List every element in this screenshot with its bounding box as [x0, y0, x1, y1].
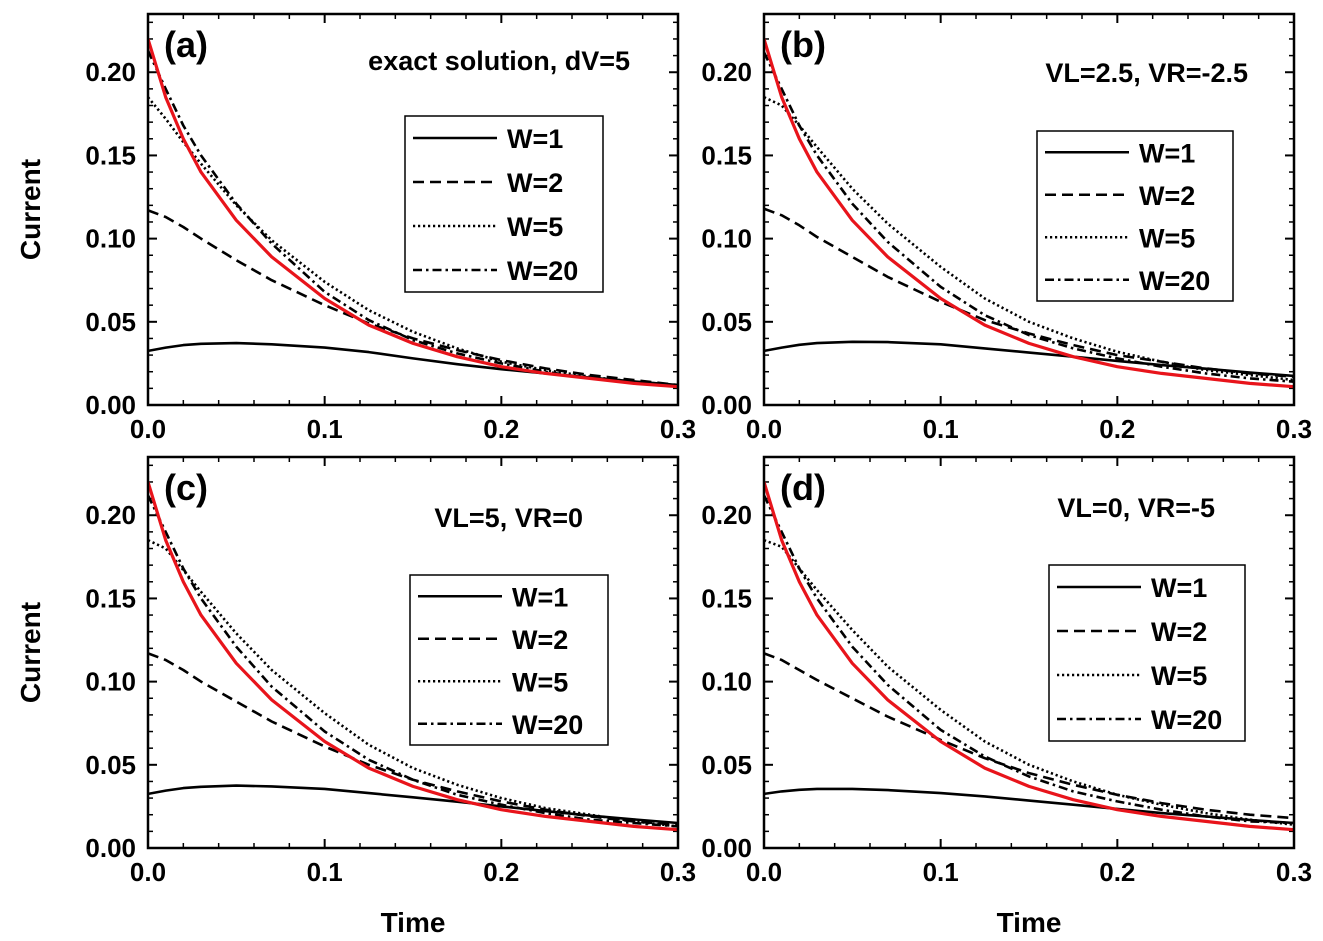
legend: W=1 W=2 W=5 W=20 — [409, 574, 609, 746]
panel-label: (a) — [164, 24, 208, 65]
series-line-w1 — [764, 340, 1294, 378]
x-tick-label: 0.3 — [1276, 414, 1312, 444]
series-line-w2 — [764, 207, 1294, 378]
series-line-w5 — [764, 538, 1294, 826]
x-tick-label: 0.3 — [660, 414, 696, 444]
x-tick-label: 0.0 — [746, 414, 782, 444]
legend-label: W=1 — [512, 582, 568, 612]
panel-annotation: VL=0, VR=-5 — [1057, 493, 1215, 523]
x-tick-label: 0.0 — [130, 414, 166, 444]
y-tick-label: 0.00 — [85, 390, 136, 420]
y-axis-label: Current — [15, 159, 46, 260]
legend-label: W=20 — [1151, 705, 1222, 735]
chart-panel-b: 0.0 0.1 0.2 0.30.000.050.100.150.20W=1W=2W=… — [701, 12, 1312, 444]
series-line-exact — [148, 38, 678, 389]
x-tick-label: 0.0 — [130, 857, 166, 887]
legend-label: W=5 — [512, 667, 568, 697]
legend-box — [1048, 564, 1246, 742]
y-tick-label: 0.20 — [85, 57, 136, 87]
legend-label: W=20 — [507, 256, 578, 286]
x-tick-label: 0.1 — [923, 857, 959, 887]
x-tick-label: 0.2 — [1099, 857, 1135, 887]
legend-label: W=5 — [1151, 661, 1207, 691]
x-tick-label: 0.3 — [1276, 857, 1312, 887]
panel-annotation: VL=5, VR=0 — [434, 503, 583, 533]
y-tick-label: 0.05 — [85, 750, 136, 780]
y-tick-label: 0.20 — [85, 500, 136, 530]
x-axis-label: Time — [381, 907, 446, 938]
y-tick-label: 0.10 — [85, 224, 136, 254]
legend-label: W=20 — [1139, 266, 1210, 296]
legend: W=1 W=2 W=5 W=20 — [1036, 130, 1234, 302]
y-tick-label: 0.10 — [701, 667, 752, 697]
x-tick-label: 0.2 — [483, 414, 519, 444]
chart-panel-a: 0.0 0.1 0.2 0.30.000.050.100.150.20W=1W=2W=… — [15, 12, 696, 444]
plot-frame — [146, 455, 680, 850]
panel-annotation: VL=2.5, VR=-2.5 — [1045, 58, 1248, 88]
series-line-w2 — [764, 652, 1294, 820]
series-line-w1 — [764, 787, 1294, 825]
x-tick-label: 0.1 — [923, 414, 959, 444]
legend-label: W=1 — [1151, 573, 1207, 603]
y-tick-label: 0.05 — [701, 307, 752, 337]
legend-box — [409, 574, 609, 746]
x-tick-label: 0.2 — [1099, 414, 1135, 444]
y-tick-label: 0.10 — [701, 224, 752, 254]
plot-frame — [146, 12, 680, 407]
legend-label: W=5 — [1139, 223, 1195, 253]
y-axis-label: Current — [15, 602, 46, 703]
legend-label: W=2 — [1139, 181, 1195, 211]
series-line-w20 — [148, 494, 678, 828]
y-tick-label: 0.20 — [701, 500, 752, 530]
chart-panel-c: 0.0 0.1 0.2 0.30.000.050.100.150.20W=1W=2W=… — [15, 455, 696, 938]
legend: W=1 W=2 W=5 W=20 — [1048, 564, 1246, 742]
panel-label: (b) — [780, 24, 826, 65]
legend-label: W=20 — [512, 710, 583, 740]
y-tick-label: 0.15 — [701, 140, 752, 170]
series-line-w20 — [764, 51, 1294, 383]
plot-frame — [762, 455, 1296, 850]
legend-label: W=2 — [1151, 617, 1207, 647]
legend-box — [1036, 130, 1234, 302]
x-axis-label: Time — [997, 907, 1062, 938]
y-tick-label: 0.05 — [85, 307, 136, 337]
y-tick-label: 0.15 — [701, 583, 752, 613]
panel-annotation: exact solution, dV=5 — [368, 46, 630, 76]
y-tick-label: 0.15 — [85, 583, 136, 613]
series-line-w20 — [764, 494, 1294, 825]
series-line-w2 — [148, 652, 678, 826]
y-tick-label: 0.20 — [701, 57, 752, 87]
panel-label: (d) — [780, 467, 826, 508]
series-line-exact — [764, 481, 1294, 832]
x-tick-label: 0.1 — [307, 857, 343, 887]
y-tick-label: 0.00 — [85, 833, 136, 863]
y-tick-label: 0.00 — [701, 833, 752, 863]
plot-frame — [762, 12, 1296, 407]
x-tick-label: 0.3 — [660, 857, 696, 887]
panel-label: (c) — [164, 467, 208, 508]
legend-label: W=1 — [1139, 138, 1195, 168]
legend-label: W=1 — [507, 124, 563, 154]
series-line-exact — [148, 481, 678, 832]
legend: W=1 W=2 W=5 W=20 — [404, 115, 604, 293]
x-tick-label: 0.1 — [307, 414, 343, 444]
legend-label: W=5 — [507, 212, 563, 242]
y-tick-label: 0.00 — [701, 390, 752, 420]
chart-panel-d: 0.0 0.1 0.2 0.30.000.050.100.150.20W=1W=2W=… — [701, 455, 1312, 938]
series-line-w5 — [764, 96, 1294, 382]
y-tick-label: 0.10 — [85, 667, 136, 697]
y-tick-label: 0.05 — [701, 750, 752, 780]
legend-label: W=2 — [512, 625, 568, 655]
legend-box — [404, 115, 604, 293]
legend-label: W=2 — [507, 168, 563, 198]
y-tick-label: 0.15 — [85, 140, 136, 170]
x-tick-label: 0.0 — [746, 857, 782, 887]
x-tick-label: 0.2 — [483, 857, 519, 887]
series-line-exact — [764, 38, 1294, 389]
